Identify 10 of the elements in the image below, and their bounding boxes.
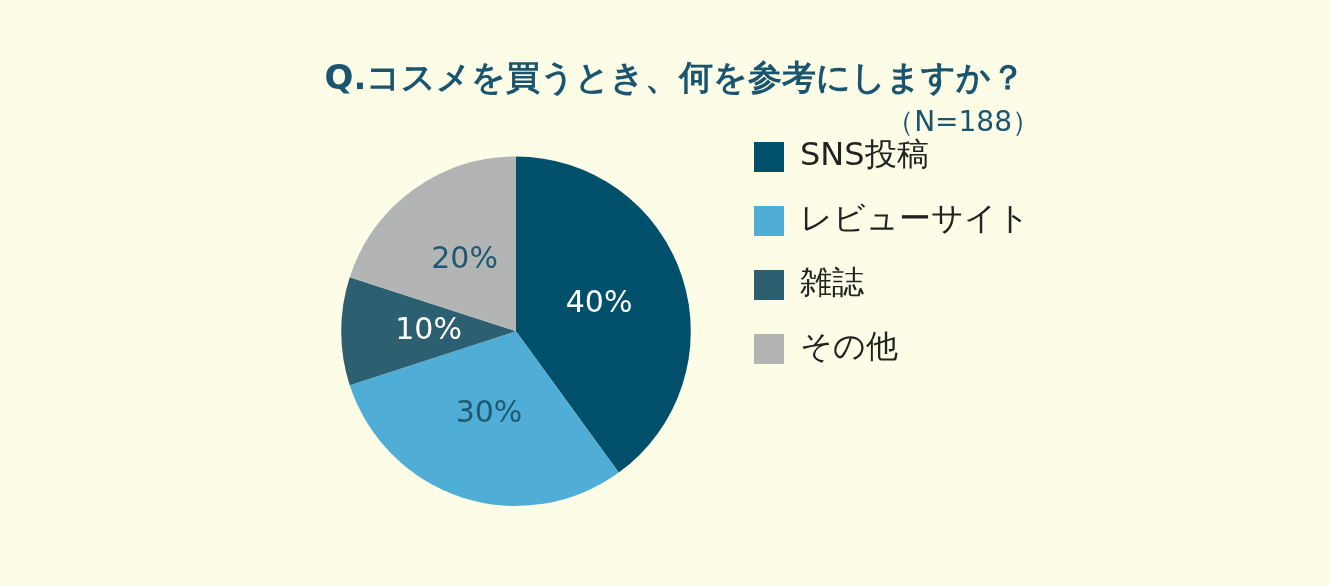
legend-label: その他 (800, 327, 898, 366)
chart-subtitle: （N=188） (886, 104, 1040, 138)
data-label: 10% (395, 311, 462, 346)
legend-label: 雑誌 (800, 263, 864, 302)
data-label: 40% (565, 283, 633, 319)
data-label: 20% (431, 240, 498, 276)
data-label: 30% (455, 394, 523, 430)
legend-label: SNS投稿 (800, 135, 929, 174)
legend-label: レビューサイト (800, 199, 1030, 238)
chart-title: Q.コスメを買うとき、何を参考にしますか？ (324, 57, 1026, 98)
